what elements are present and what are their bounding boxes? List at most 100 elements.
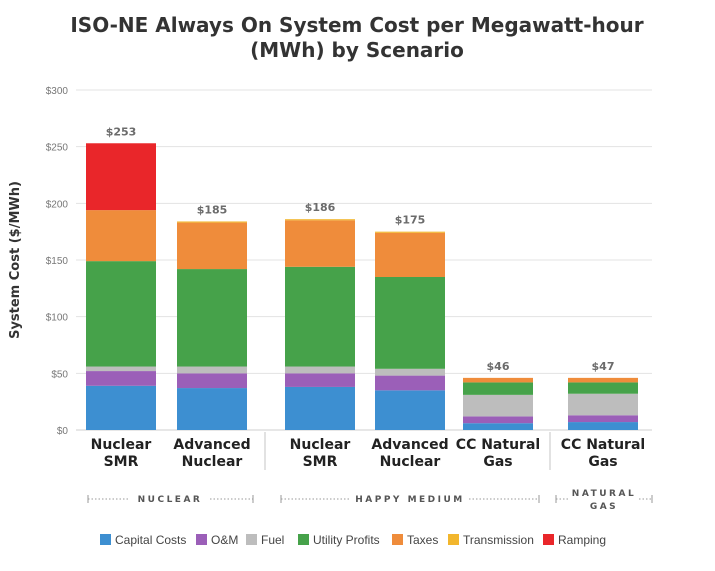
category-label-line-1: Nuclear	[91, 437, 152, 453]
bar-segment-fuel	[463, 394, 533, 417]
bar-segment-transmission	[285, 219, 355, 221]
legend: Capital Costs O&M Fuel Utility Profits Taxes…	[100, 533, 606, 547]
chart-title-line-2: (MWh) by Scenario	[250, 38, 464, 62]
bar-segment-fuel	[568, 393, 638, 416]
y-tick-label: $0	[57, 426, 69, 437]
legend-swatch	[246, 534, 257, 545]
bar-segment-utility-profits	[375, 277, 445, 369]
bar-segment-capital-costs	[463, 423, 533, 430]
category-label-line-1: CC Natural	[561, 437, 645, 453]
bar-segment-o-m	[177, 373, 247, 389]
legend-swatch	[543, 534, 554, 545]
bar-segment-fuel	[375, 368, 445, 376]
y-tick-label: $50	[51, 369, 68, 380]
category-label-line-2: SMR	[303, 454, 338, 470]
y-tick-label: $150	[46, 256, 69, 267]
bar-segment-o-m	[375, 375, 445, 391]
legend-label: Taxes	[407, 533, 438, 547]
bar-segment-utility-profits	[568, 382, 638, 394]
legend-swatch	[298, 534, 309, 545]
bar-total-label: $186	[305, 201, 336, 214]
bar-segment-o-m	[285, 373, 355, 387]
bar-segment-o-m	[568, 415, 638, 423]
legend-label: Transmission	[463, 533, 534, 547]
bar-segment-fuel	[86, 366, 156, 372]
group-label-line-2: GAS	[590, 502, 618, 512]
bars	[86, 143, 638, 430]
legend-swatch	[100, 534, 111, 545]
legend-item: Utility Profits	[298, 533, 380, 547]
legend-item: Transmission	[448, 533, 534, 547]
bar-segment-capital-costs	[86, 385, 156, 430]
legend-label: Capital Costs	[115, 533, 186, 547]
category-separators	[264, 432, 551, 470]
bar-total-label: $47	[592, 360, 615, 373]
bar-segment-capital-costs	[177, 388, 247, 430]
y-axis-ticks: $0 $50 $100 $150 $200 $250 $300	[46, 86, 69, 437]
y-axis-label: System Cost ($/MWh)	[8, 181, 23, 339]
category-labels: NuclearSMRAdvancedNuclearNuclearSMRAdvan…	[91, 437, 646, 470]
legend-item: Taxes	[392, 533, 438, 547]
bar-stack	[375, 231, 445, 430]
y-tick-label: $250	[46, 143, 69, 154]
group-label: NATURAL GAS	[555, 489, 653, 512]
bar-stack	[285, 219, 355, 430]
group-label: HAPPY MEDIUM	[280, 495, 540, 505]
legend-item: Ramping	[543, 533, 606, 547]
bar-segment-utility-profits	[285, 266, 355, 367]
group-label-text: NUCLEAR	[138, 495, 203, 505]
legend-swatch	[392, 534, 403, 545]
bar-segment-o-m	[463, 416, 533, 424]
bar-total-label: $253	[106, 125, 137, 138]
group-labels: NUCLEAR HAPPY MEDIUM NATURAL GAS	[87, 489, 653, 512]
bar-segment-utility-profits	[86, 261, 156, 367]
legend-label: Fuel	[261, 533, 284, 547]
y-tick-label: $200	[46, 199, 69, 210]
legend-swatch	[448, 534, 459, 545]
legend-label: Utility Profits	[313, 533, 380, 547]
legend-item: Capital Costs	[100, 533, 186, 547]
bar-total-label: $46	[487, 360, 510, 373]
gridlines	[76, 89, 652, 431]
group-label: NUCLEAR	[87, 495, 254, 505]
y-tick-label: $300	[46, 86, 69, 97]
category-label-line-2: Nuclear	[380, 454, 441, 470]
bar-stack	[568, 377, 638, 430]
bar-segment-capital-costs	[375, 390, 445, 430]
category-label-line-2: Nuclear	[182, 454, 243, 470]
y-tick-label: $100	[46, 313, 69, 324]
bar-segment-transmission	[177, 221, 247, 223]
bar-stack	[177, 221, 247, 430]
bar-total-label: $185	[197, 203, 228, 216]
bar-segment-taxes	[285, 220, 355, 267]
category-label-line-1: CC Natural	[456, 437, 540, 453]
bar-segment-transmission	[375, 231, 445, 233]
bar-segment-capital-costs	[285, 386, 355, 430]
category-label-line-1: Advanced	[371, 437, 448, 453]
bar-segment-taxes	[375, 232, 445, 277]
bar-segment-taxes	[86, 210, 156, 262]
bar-segment-taxes	[177, 222, 247, 270]
bar-segment-utility-profits	[177, 269, 247, 367]
legend-swatch	[196, 534, 207, 545]
legend-item: Fuel	[246, 533, 284, 547]
bar-segment-fuel	[285, 366, 355, 374]
category-label-line-2: Gas	[483, 454, 512, 470]
legend-item: O&M	[196, 533, 238, 547]
bar-segment-utility-profits	[463, 382, 533, 395]
legend-label: O&M	[211, 533, 238, 547]
legend-label: Ramping	[558, 533, 606, 547]
bar-segment-o-m	[86, 371, 156, 386]
group-label-text: HAPPY MEDIUM	[355, 495, 465, 505]
category-label-line-1: Advanced	[173, 437, 250, 453]
category-label-line-2: Gas	[588, 454, 617, 470]
bar-totals: $253 $185 $186 $175 $46 $47	[106, 125, 615, 373]
bar-segment-capital-costs	[568, 422, 638, 430]
group-label-line-1: NATURAL	[572, 489, 636, 499]
category-label-line-1: Nuclear	[290, 437, 351, 453]
